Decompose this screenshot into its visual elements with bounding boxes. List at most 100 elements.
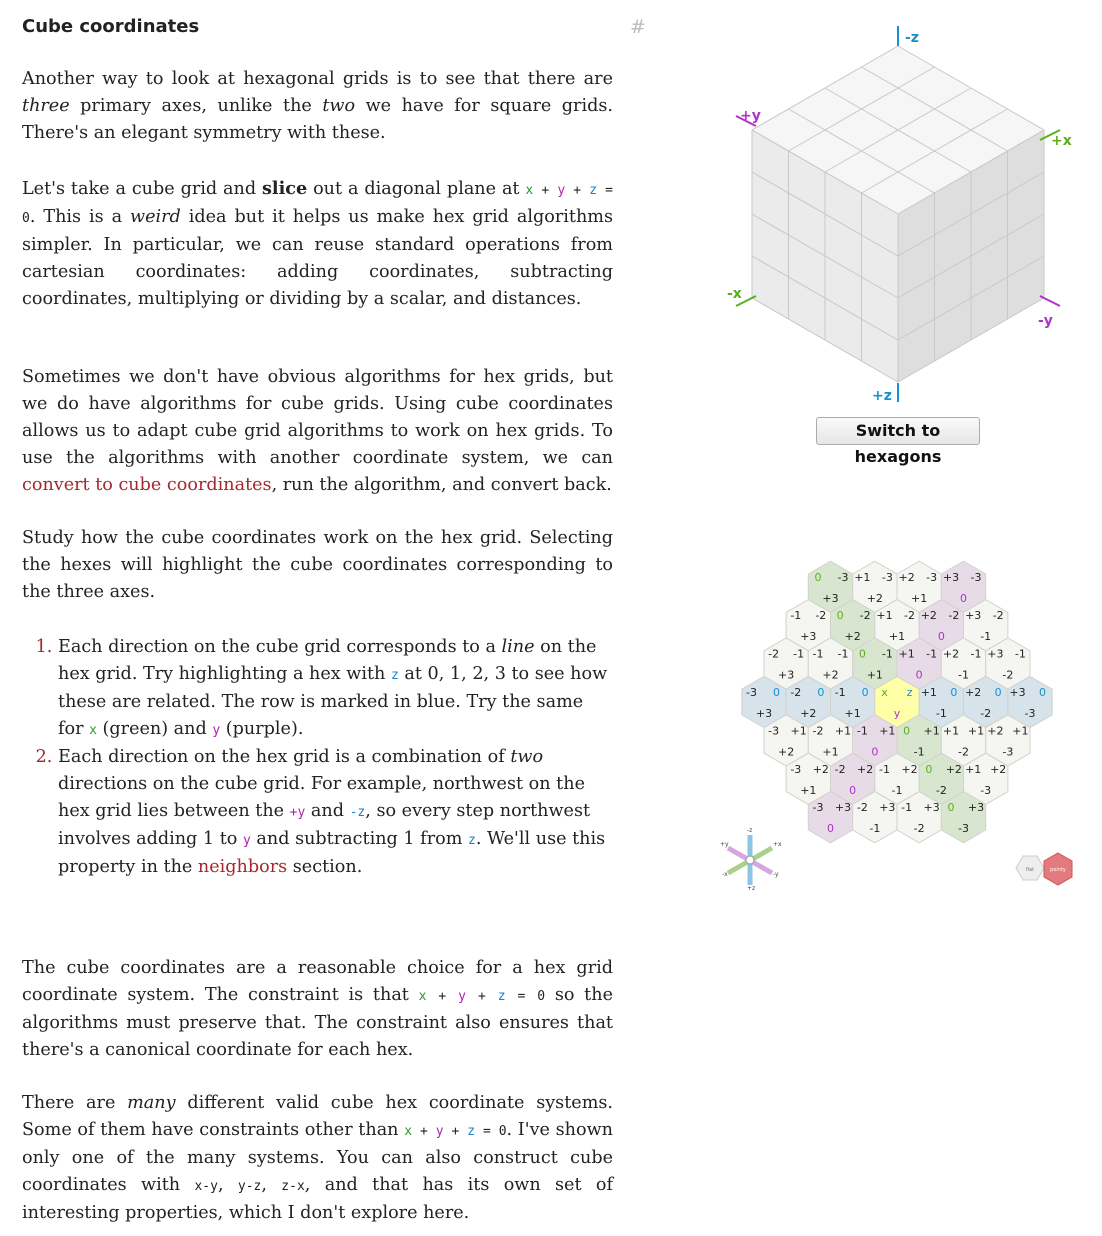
hex-cell[interactable]: 0 -3+3 — [807, 560, 854, 613]
hex-y-label: -2 — [1002, 669, 1013, 682]
hex-x-label: +1 — [899, 648, 915, 661]
svg-text:flat: flat — [1026, 867, 1034, 873]
hex-grid[interactable]: 0 -3+3+1 -3+2+2 -3+1+3 -30-1 -2+30 -2+2+1 -2+1+… — [741, 560, 1053, 844]
hex-x-label: +1 — [943, 724, 959, 737]
hex-x-label: +1 — [876, 609, 892, 622]
axis-label-neg-x: -x — [727, 286, 742, 302]
hex-x-label: -2 — [790, 686, 801, 699]
hex-z-label: -3 — [926, 571, 937, 584]
svg-text:+y: +y — [720, 841, 729, 848]
orientation-toggle[interactable]: flat pointy — [1015, 852, 1073, 886]
hex-x-label: -2 — [835, 763, 846, 776]
hex-y-label: 0 — [916, 669, 923, 682]
paragraph-intro: Another way to look at hexagonal grids i… — [22, 69, 613, 143]
hex-cell[interactable]: -3 0+3 — [741, 675, 787, 729]
hex-cell[interactable]: -3 +2 +1 — [785, 752, 831, 805]
hex-z-label: +3 — [924, 801, 940, 814]
cube-axes: -z +y +x -x -y +z — [727, 26, 1072, 404]
hex-y-label: -3 — [1025, 707, 1036, 720]
paragraph-slice: Let's take a cube grid and slice out a d… — [22, 178, 613, 309]
hex-cell[interactable]: +1 +2 -3 — [963, 752, 1009, 805]
constraint-equation: x + y + z = 0 — [404, 1124, 507, 1139]
paragraph-other-systems: There are many different valid cube hex … — [22, 1093, 613, 1223]
hex-y-label: +2 — [845, 630, 861, 643]
hex-z-label: +1 — [791, 724, 807, 737]
hex-y-label: -1 — [892, 784, 903, 797]
hex-cell[interactable]: 0 -1 +1 — [852, 637, 898, 690]
hex-y-label: -3 — [1002, 745, 1013, 758]
hex-cell[interactable]: -1 +10 — [852, 714, 898, 767]
hex-y-label: +3 — [778, 669, 794, 682]
hex-x-label: -3 — [768, 724, 779, 737]
hex-y-label: -1 — [936, 707, 947, 720]
hex-cell[interactable]: +2 -20 — [918, 599, 964, 652]
svg-text:-z: -z — [747, 827, 752, 834]
switch-to-hexagons-button[interactable]: Switch to hexagons — [816, 417, 980, 466]
hex-z-label: 0 — [995, 686, 1002, 699]
hex-cell[interactable]: -3 +30 — [807, 791, 854, 844]
hex-y-label: 0 — [871, 745, 878, 758]
hex-z-label: +2 — [946, 763, 962, 776]
hex-x-label: +2 — [987, 724, 1003, 737]
hex-z-label: +1 — [879, 724, 895, 737]
hex-y-label: -1 — [980, 630, 991, 643]
hex-cell[interactable]: +2 0 -2 — [963, 675, 1009, 729]
flat-toggle-button[interactable] — [1015, 855, 1045, 881]
hex-x-label: -1 — [901, 801, 912, 814]
hex-x-label: +1 — [965, 763, 981, 776]
pointy-toggle-button[interactable] — [1043, 852, 1073, 886]
hex-y-label: -1 — [914, 745, 925, 758]
hex-x-label: +3 — [1009, 686, 1025, 699]
hex-x-label: 0 — [948, 801, 955, 814]
hex-cell[interactable]: +1 -2 +1 — [874, 599, 920, 652]
hex-x-label: +2 — [921, 609, 937, 622]
constraint-equation: x + y + z = 0 — [418, 989, 546, 1004]
hex-y-label: -1 — [958, 669, 969, 682]
hex-cell[interactable]: -1 0+1 — [830, 675, 876, 729]
hex-z-label: 0 — [1039, 686, 1046, 699]
hex-z-label: 0 — [817, 686, 824, 699]
hex-y-label: +1 — [911, 592, 927, 605]
hex-cell[interactable]: -2 0+2 — [785, 675, 831, 729]
hex-cell[interactable]: -3 +1 +2 — [763, 714, 809, 767]
hex-z-label: +2 — [990, 763, 1006, 776]
axis-label-neg-z: -z — [905, 30, 919, 46]
convert-link[interactable]: convert to cube coordinates — [22, 475, 272, 495]
hex-y-label: +1 — [800, 784, 816, 797]
svg-text:+z: +z — [747, 885, 755, 892]
hex-z-label: +1 — [924, 724, 940, 737]
hex-z-label: -3 — [838, 571, 849, 584]
hex-z-label: 0 — [862, 686, 869, 699]
hex-cell[interactable]: +2 -1-1 — [940, 637, 987, 690]
axis-compass: -z +y +x -x -y +z — [720, 827, 782, 892]
hex-x-label: 0 — [859, 648, 866, 661]
hex-z-label: +1 — [1012, 724, 1028, 737]
hex-x-label: 0 — [814, 571, 821, 584]
svg-text:-y: -y — [773, 871, 779, 878]
list-item: Each direction on the hex grid is a comb… — [58, 744, 612, 881]
hex-grid-diagram[interactable]: 0 -3+3+1 -3+2+2 -3+1+3 -30-1 -2+30 -2+2+1 -2+1+… — [700, 540, 1090, 900]
hex-y-label: 0 — [849, 784, 856, 797]
hex-cell[interactable]: 0 +3 -3 — [940, 791, 987, 844]
hex-z-label: -2 — [904, 609, 915, 622]
cube-diagram[interactable]: -z +y +x -x -y +z — [720, 20, 1080, 410]
hex-x-label: -2 — [768, 648, 779, 661]
hex-z-label: -1 — [793, 648, 804, 661]
hex-cell[interactable]: -2 +20 — [830, 752, 876, 805]
hex-cell[interactable]: +2 -3 +1 — [896, 560, 942, 613]
hex-z-label: +3 — [835, 801, 851, 814]
hex-z-label: +2 — [813, 763, 829, 776]
hex-y-label: +3 — [822, 592, 838, 605]
hex-x-label: -1 — [857, 724, 868, 737]
paragraph-algorithms: Sometimes we don't have obvious algorith… — [22, 367, 613, 495]
neighbors-link[interactable]: neighbors — [197, 857, 288, 877]
hex-y-label: 0 — [938, 630, 945, 643]
section-anchor-link[interactable]: # — [630, 16, 646, 38]
hex-x-label: +2 — [899, 571, 915, 584]
hex-cell[interactable]: +2 +1 -3 — [985, 714, 1031, 767]
hex-x-label: -1 — [835, 686, 846, 699]
hex-y-label: -3 — [958, 822, 969, 835]
hex-y-label: +2 — [778, 745, 794, 758]
hex-z-label: -2 — [815, 609, 826, 622]
hex-x-label: +1 — [854, 571, 870, 584]
